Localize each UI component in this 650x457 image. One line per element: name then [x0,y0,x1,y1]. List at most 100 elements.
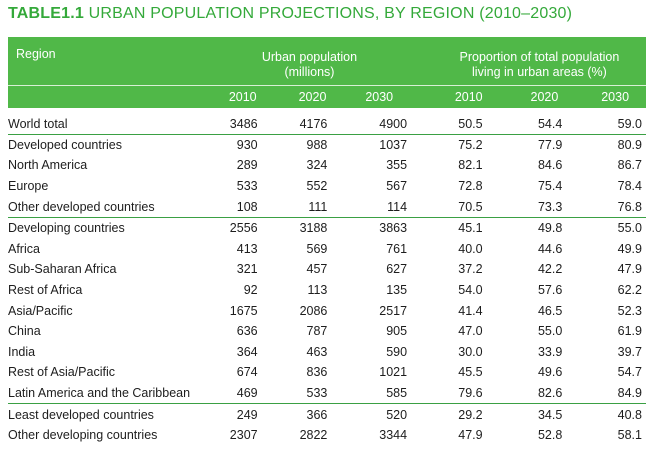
proportion-header: Proportion of total population living in… [432,37,646,85]
urban-population-cell: 636 [236,324,258,339]
urban-proportion-cell: 52.8 [537,428,563,443]
year-header: 2020 [504,84,585,108]
urban-population-table: Region Urban population (millions) Propo… [8,37,646,445]
urban-population-cell: 111 [308,199,328,214]
urban-population-cell: 469 [236,385,258,400]
urban-population-cell: 324 [306,158,328,173]
region-name: Europe [8,178,49,193]
year-header: 2010 [207,84,278,108]
urban-proportion-cell: 62.2 [617,282,642,297]
urban-population-cell: 585 [386,385,408,400]
urban-proportion-cell: 29.2 [432,403,505,425]
table-caption: URBAN POPULATION PROJECTIONS, BY REGION … [88,5,573,22]
urban-proportion-cell: 75.4 [537,178,563,193]
urban-population-cell: 905 [386,324,408,339]
table-row: North America 289 324 355 82.1 84.6 86.7 [8,155,646,176]
table-row: Sub-Saharan Africa 321 457 627 37.2 42.2 47.9 [8,259,646,280]
urban-proportion-cell: 47.9 [617,262,642,277]
urban-population-cell: 413 [236,241,258,256]
table-row: Rest of Africa 92 113 135 54.0 57.6 62.2 [8,280,646,301]
urban-proportion-cell: 78.4 [617,178,642,193]
urban-population-cell: 836 [306,365,328,380]
urban-proportion-cell: 86.7 [617,158,642,173]
urban-proportion-cell: 76.8 [617,199,642,214]
urban-proportion-cell: 72.8 [458,178,483,193]
urban-population-cell: 92 [243,282,258,297]
urban-population-cell: 1021 [379,365,408,380]
year-header: 2030 [584,84,646,108]
table-row: Developing countries 2556 3188 3863 45.1 49.8… [8,216,646,239]
urban-population-cell: 3188 [277,216,348,239]
urban-population-cell: 4900 [379,116,408,131]
urban-population-cell: 1037 [347,133,412,156]
table-row: Latin America and the Caribbean 469 533 585… [8,383,646,404]
region-name: Rest of Africa [8,282,83,297]
urban-population-cell: 627 [386,262,408,277]
region-name: Africa [8,241,40,256]
region-name: Developed countries [8,133,208,156]
urban-proportion-cell: 30.0 [458,344,483,359]
year-header-row: 2010 2020 2030 2010 2020 2030 [8,84,646,108]
urban-proportion-cell: 59.0 [617,116,642,131]
proportion-header-line2: living in urban areas (%) [472,65,607,79]
urban-proportion-cell: 55.0 [584,216,646,239]
table-row: India 364 463 590 30.0 33.9 39.7 [8,341,646,362]
urban-proportion-cell: 54.0 [458,282,483,297]
table-row: Developed countries 930 988 1037 75.2 77.9 80.… [8,133,646,156]
urban-proportion-cell: 41.4 [458,303,483,318]
urban-population-cell: 114 [387,199,408,214]
region-name: Developing countries [8,216,208,239]
urban-proportion-cell: 61.9 [617,324,642,339]
table-row: China 636 787 905 47.0 55.0 61.9 [8,321,646,342]
urban-population-cell: 135 [386,282,408,297]
urban-proportion-cell: 45.5 [458,365,483,380]
table-row: Least developed countries 249 366 520 29.2 34… [8,403,646,425]
year-header: 2030 [347,84,412,108]
urban-population-cell: 2822 [299,428,328,443]
urban-proportion-cell: 79.6 [458,385,483,400]
urban-proportion-cell: 39.7 [617,344,642,359]
urban-population-cell: 2086 [299,303,328,318]
urban-proportion-cell: 52.3 [617,303,642,318]
region-name: Latin America and the Caribbean [8,385,191,400]
urban-population-cell: 321 [236,262,258,277]
urban-proportion-cell: 82.1 [458,158,483,173]
urban-population-cell: 674 [236,365,258,380]
header-row: Region Urban population (millions) Propo… [8,37,646,85]
urban-proportion-cell: 58.1 [617,428,642,443]
urban-proportion-cell: 46.5 [537,303,563,318]
table-body: World total 3486 4176 4900 50.5 54.4 59.0 Devel… [8,108,646,446]
urban-proportion-cell: 34.5 [504,403,585,425]
urban-proportion-cell: 50.5 [458,116,483,131]
region-name: Least developed countries [8,403,208,425]
urban-proportion-cell: 33.9 [537,344,563,359]
table-row: Other developing countries 2307 2822 3344 47… [8,425,646,446]
year-header: 2020 [277,84,348,108]
urban-population-cell: 533 [306,385,328,400]
urban-proportion-cell: 55.0 [537,324,563,339]
year-header: 2010 [432,84,505,108]
table-row: Rest of Asia/Pacific 674 836 1021 45.5 49.6 54… [8,362,646,383]
urban-proportion-cell: 77.9 [504,133,585,156]
urban-population-cell: 2556 [207,216,278,239]
urban-population-cell: 3344 [379,428,408,443]
urban-proportion-cell: 75.2 [432,133,505,156]
urban-proportion-cell: 54.4 [537,116,563,131]
urban-proportion-cell: 73.3 [537,199,563,214]
urban-proportion-cell: 70.5 [458,199,483,214]
region-name: North America [8,158,88,173]
urban-proportion-cell: 49.8 [504,216,585,239]
urban-population-cell: 761 [386,241,408,256]
urban-population-cell: 930 [207,133,278,156]
urban-population-cell: 569 [306,241,328,256]
urban-proportion-cell: 49.9 [617,241,642,256]
region-name: China [8,324,41,339]
urban-proportion-cell: 37.2 [458,262,483,277]
urban-proportion-cell: 57.6 [537,282,563,297]
urban-population-header: Urban population (millions) [207,37,412,85]
urban-proportion-cell: 40.8 [584,403,646,425]
proportion-header-line1: Proportion of total population [459,50,620,64]
urban-population-cell: 988 [277,133,348,156]
urban-population-cell: 2517 [379,303,408,318]
urban-header-line1: Urban population [261,50,358,64]
